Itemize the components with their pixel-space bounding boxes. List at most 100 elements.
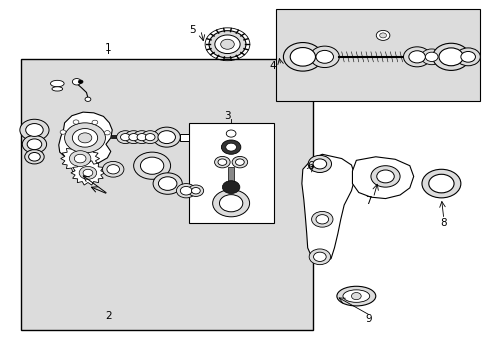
Text: 5: 5 xyxy=(189,25,196,35)
Circle shape xyxy=(72,78,81,85)
Circle shape xyxy=(78,133,92,143)
Circle shape xyxy=(133,152,170,179)
Circle shape xyxy=(158,177,177,190)
Circle shape xyxy=(214,157,230,168)
Circle shape xyxy=(120,134,130,141)
Circle shape xyxy=(460,51,474,62)
Circle shape xyxy=(107,165,119,174)
Circle shape xyxy=(370,166,399,187)
Circle shape xyxy=(428,174,453,193)
Circle shape xyxy=(289,48,315,66)
Circle shape xyxy=(85,97,91,102)
Circle shape xyxy=(218,159,226,165)
Polygon shape xyxy=(301,154,355,262)
Circle shape xyxy=(212,190,249,217)
Bar xyxy=(188,123,273,223)
Bar xyxy=(228,167,234,182)
Circle shape xyxy=(420,49,442,65)
Text: 1: 1 xyxy=(105,43,111,53)
Circle shape xyxy=(153,173,182,194)
Circle shape xyxy=(222,181,240,194)
Text: 9: 9 xyxy=(365,314,371,324)
Circle shape xyxy=(102,161,123,177)
Circle shape xyxy=(72,129,98,147)
Polygon shape xyxy=(59,112,112,165)
Ellipse shape xyxy=(226,195,236,199)
Circle shape xyxy=(455,48,479,66)
Bar xyxy=(276,9,479,102)
Circle shape xyxy=(309,46,339,68)
Text: 3: 3 xyxy=(224,111,230,121)
Circle shape xyxy=(315,215,328,224)
Circle shape xyxy=(208,31,245,58)
Circle shape xyxy=(438,48,462,66)
Circle shape xyxy=(220,39,234,49)
Circle shape xyxy=(20,119,49,141)
Circle shape xyxy=(307,156,331,172)
Circle shape xyxy=(403,47,430,67)
Circle shape xyxy=(116,131,134,144)
Circle shape xyxy=(408,51,425,63)
Circle shape xyxy=(22,135,46,153)
Circle shape xyxy=(158,131,175,144)
Circle shape xyxy=(219,195,243,212)
Circle shape xyxy=(351,293,361,300)
Circle shape xyxy=(311,211,332,227)
Circle shape xyxy=(432,43,468,71)
Circle shape xyxy=(92,120,98,125)
Circle shape xyxy=(188,185,203,197)
Circle shape xyxy=(232,157,247,168)
Circle shape xyxy=(60,130,66,134)
Circle shape xyxy=(27,139,41,150)
Text: 6: 6 xyxy=(306,161,313,171)
Circle shape xyxy=(191,188,200,194)
Circle shape xyxy=(140,157,163,174)
Circle shape xyxy=(235,159,244,165)
Circle shape xyxy=(221,140,241,154)
Circle shape xyxy=(26,123,43,136)
Circle shape xyxy=(421,169,460,198)
Ellipse shape xyxy=(342,290,369,302)
Text: 4: 4 xyxy=(269,61,276,71)
Circle shape xyxy=(312,159,326,169)
Circle shape xyxy=(176,184,196,198)
Circle shape xyxy=(376,170,393,183)
Circle shape xyxy=(29,153,40,161)
Text: 8: 8 xyxy=(440,218,446,228)
Circle shape xyxy=(69,151,91,166)
Circle shape xyxy=(64,123,105,153)
Circle shape xyxy=(133,131,150,144)
Polygon shape xyxy=(352,157,413,199)
Circle shape xyxy=(79,166,97,179)
Circle shape xyxy=(128,134,138,141)
Circle shape xyxy=(225,143,236,151)
Circle shape xyxy=(283,42,322,71)
Bar xyxy=(21,59,312,330)
Circle shape xyxy=(379,33,386,38)
Ellipse shape xyxy=(52,87,62,91)
Circle shape xyxy=(137,134,146,141)
Circle shape xyxy=(226,130,236,137)
Circle shape xyxy=(315,50,333,63)
Circle shape xyxy=(73,120,79,124)
Text: 7: 7 xyxy=(365,197,371,206)
Circle shape xyxy=(375,30,389,40)
Circle shape xyxy=(141,131,159,144)
Ellipse shape xyxy=(50,80,64,87)
Polygon shape xyxy=(71,161,105,185)
Ellipse shape xyxy=(336,286,375,306)
Circle shape xyxy=(153,127,180,147)
Circle shape xyxy=(145,134,155,141)
Circle shape xyxy=(78,80,83,84)
Circle shape xyxy=(83,169,93,176)
Text: 2: 2 xyxy=(105,311,111,321)
Polygon shape xyxy=(61,144,100,173)
Circle shape xyxy=(425,52,437,62)
Circle shape xyxy=(124,131,142,144)
Bar xyxy=(180,134,189,141)
Circle shape xyxy=(214,35,240,54)
Circle shape xyxy=(313,252,325,261)
Circle shape xyxy=(308,249,330,265)
Circle shape xyxy=(104,131,110,135)
Circle shape xyxy=(180,186,192,195)
